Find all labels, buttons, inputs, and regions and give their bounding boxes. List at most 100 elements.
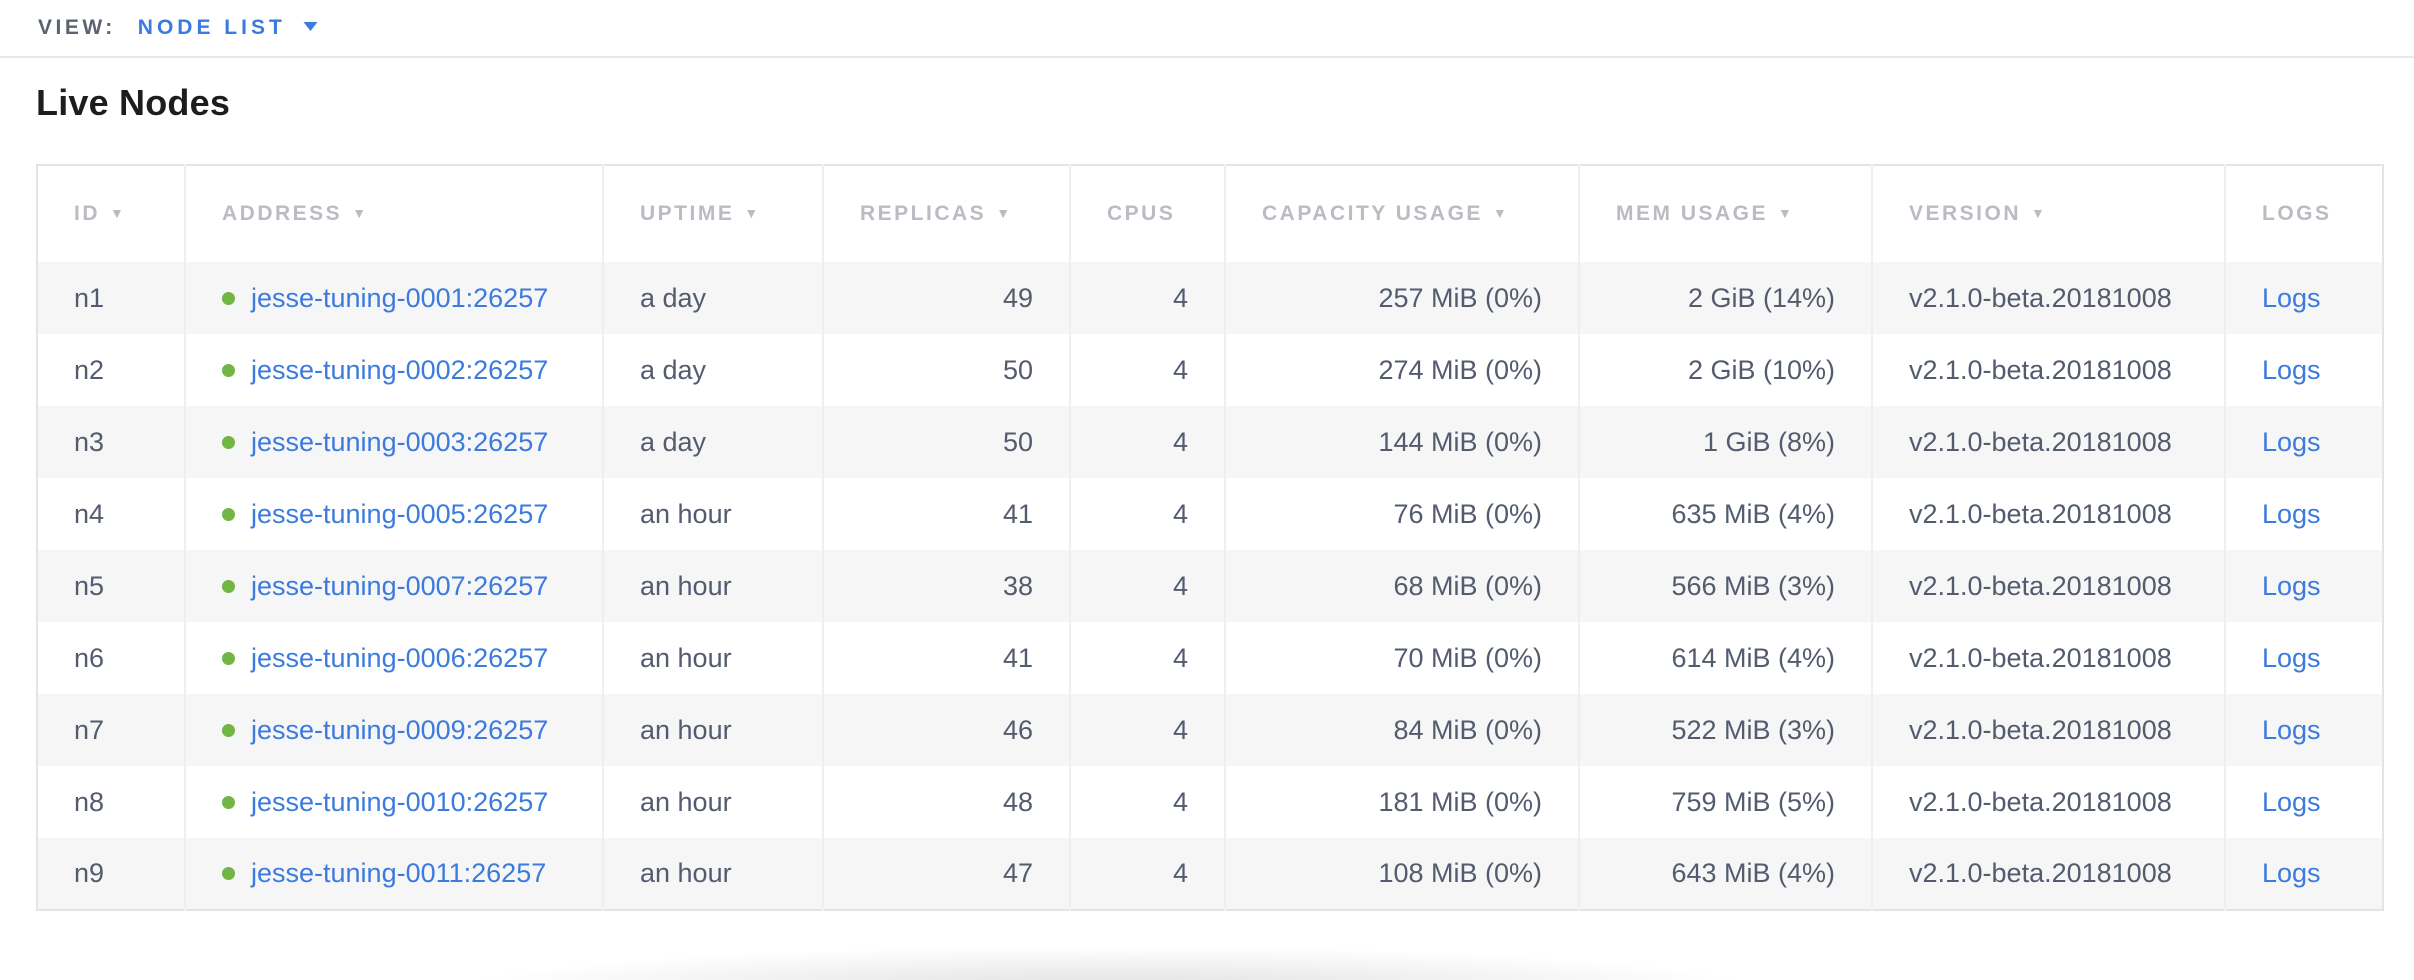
cpus-value: 4 — [1172, 282, 1188, 313]
live-nodes-table: ID ▼ ADDRESS ▼ UPTIME ▼ REPLICAS ▼ CPUS CAPACITY … — [36, 164, 2384, 911]
node-address-cell: jesse-tuning-0007:26257 — [184, 550, 603, 622]
node-address-link[interactable]: jesse-tuning-0007:26257 — [251, 570, 549, 601]
node-address-link[interactable]: jesse-tuning-0003:26257 — [251, 426, 549, 457]
node-row: n8 jesse-tuning-0010:26257 an hour 48 4 181 M… — [37, 766, 2383, 838]
node-logs-cell: Logs — [2224, 478, 2383, 550]
node-capacity-cell: 108 MiB (0%) — [1224, 838, 1579, 910]
id-value: n3 — [74, 426, 105, 457]
view-label: VIEW: — [38, 16, 116, 39]
node-id-cell: n5 — [37, 550, 185, 622]
column-label: ID — [74, 202, 100, 225]
node-logs-link[interactable]: Logs — [2262, 858, 2321, 888]
node-version-cell: v2.1.0-beta.20181008 — [1871, 694, 2225, 766]
node-mem-cell: 2 GiB (10%) — [1578, 334, 1872, 406]
view-dropdown[interactable]: NODE LIST — [138, 16, 319, 40]
node-replicas-cell: 41 — [822, 478, 1070, 550]
node-logs-link[interactable]: Logs — [2262, 426, 2321, 457]
node-address-cell: jesse-tuning-0009:26257 — [184, 694, 603, 766]
node-version-cell: v2.1.0-beta.20181008 — [1871, 622, 2225, 694]
version-value: v2.1.0-beta.20181008 — [1909, 642, 2172, 673]
column-label: REPLICAS — [860, 202, 987, 225]
node-cpus-cell: 4 — [1069, 262, 1225, 334]
sort-desc-icon: ▼ — [352, 205, 369, 221]
column-header-uptime[interactable]: UPTIME ▼ — [602, 165, 823, 262]
sort-desc-icon: ▼ — [110, 205, 127, 221]
capacity-value: 84 MiB (0%) — [1393, 714, 1542, 745]
node-uptime-cell: an hour — [602, 550, 823, 622]
mem-value: 522 MiB (3%) — [1671, 714, 1835, 745]
version-value: v2.1.0-beta.20181008 — [1909, 714, 2172, 745]
cpus-value: 4 — [1172, 642, 1188, 673]
node-address-link[interactable]: jesse-tuning-0005:26257 — [251, 498, 549, 529]
node-address-link[interactable]: jesse-tuning-0009:26257 — [251, 714, 549, 745]
node-live-status-icon — [222, 795, 235, 809]
column-header-capacity[interactable]: CAPACITY USAGE ▼ — [1224, 165, 1579, 262]
node-mem-cell: 614 MiB (4%) — [1578, 622, 1872, 694]
node-logs-link[interactable]: Logs — [2262, 498, 2321, 529]
column-header-logs: LOGS — [2224, 165, 2383, 262]
column-header-replicas[interactable]: REPLICAS ▼ — [822, 165, 1070, 262]
node-row: n3 jesse-tuning-0003:26257 a day 50 4 144 MiB… — [37, 406, 2383, 478]
cpus-value: 4 — [1172, 714, 1188, 745]
node-address-link[interactable]: jesse-tuning-0002:26257 — [251, 354, 549, 385]
node-address-link[interactable]: jesse-tuning-0001:26257 — [251, 282, 549, 313]
uptime-value: an hour — [640, 498, 732, 529]
column-header-cpus: CPUS — [1069, 165, 1225, 262]
node-logs-link[interactable]: Logs — [2262, 642, 2321, 673]
sort-desc-icon: ▼ — [996, 205, 1013, 221]
node-live-status-icon — [222, 867, 235, 880]
mem-value: 614 MiB (4%) — [1671, 642, 1835, 673]
node-row: n9 jesse-tuning-0011:26257 an hour 47 4 108 M… — [37, 838, 2383, 910]
node-logs-link[interactable]: Logs — [2262, 570, 2321, 601]
node-address-cell: jesse-tuning-0001:26257 — [184, 262, 603, 334]
column-header-version[interactable]: VERSION ▼ — [1871, 165, 2225, 262]
node-logs-link[interactable]: Logs — [2262, 282, 2321, 313]
cpus-value: 4 — [1172, 498, 1188, 529]
uptime-value: a day — [640, 354, 707, 385]
replicas-value: 48 — [1002, 786, 1033, 817]
node-capacity-cell: 76 MiB (0%) — [1224, 478, 1579, 550]
node-address-link[interactable]: jesse-tuning-0011:26257 — [251, 858, 547, 888]
node-row: n1 jesse-tuning-0001:26257 a day 49 4 257 MiB… — [37, 262, 2383, 334]
uptime-value: a day — [640, 426, 707, 457]
next-section-shadow — [190, 916, 2030, 980]
replicas-value: 46 — [1002, 714, 1033, 745]
node-replicas-cell: 41 — [822, 622, 1070, 694]
node-id-cell: n7 — [37, 694, 185, 766]
column-header-id[interactable]: ID ▼ — [37, 165, 185, 262]
node-address-link[interactable]: jesse-tuning-0006:26257 — [251, 642, 549, 673]
node-live-status-icon — [222, 363, 235, 377]
node-logs-cell: Logs — [2224, 838, 2383, 910]
node-replicas-cell: 46 — [822, 694, 1070, 766]
node-replicas-cell: 47 — [822, 838, 1070, 910]
node-logs-link[interactable]: Logs — [2262, 714, 2321, 745]
node-address-link[interactable]: jesse-tuning-0010:26257 — [251, 786, 549, 817]
node-replicas-cell: 49 — [822, 262, 1070, 334]
node-version-cell: v2.1.0-beta.20181008 — [1871, 550, 2225, 622]
node-mem-cell: 643 MiB (4%) — [1578, 838, 1872, 910]
cpus-value: 4 — [1172, 786, 1188, 817]
capacity-value: 144 MiB (0%) — [1378, 426, 1542, 457]
table-header-row: ID ▼ ADDRESS ▼ UPTIME ▼ REPLICAS ▼ CPUS CAPACITY … — [37, 165, 2383, 262]
uptime-value: an hour — [640, 642, 732, 673]
node-mem-cell: 635 MiB (4%) — [1578, 478, 1872, 550]
uptime-value: an hour — [640, 786, 732, 817]
version-value: v2.1.0-beta.20181008 — [1909, 282, 2172, 313]
version-value: v2.1.0-beta.20181008 — [1909, 426, 2172, 457]
version-value: v2.1.0-beta.20181008 — [1909, 786, 2172, 817]
column-header-mem[interactable]: MEM USAGE ▼ — [1578, 165, 1872, 262]
cpus-value: 4 — [1172, 354, 1188, 385]
node-replicas-cell: 48 — [822, 766, 1070, 838]
node-logs-link[interactable]: Logs — [2262, 786, 2321, 817]
view-bar: VIEW: NODE LIST — [0, 0, 2414, 58]
node-mem-cell: 759 MiB (5%) — [1578, 766, 1872, 838]
replicas-value: 49 — [1002, 282, 1033, 313]
node-cpus-cell: 4 — [1069, 406, 1225, 478]
node-uptime-cell: an hour — [602, 622, 823, 694]
cpus-value: 4 — [1172, 858, 1188, 888]
node-mem-cell: 1 GiB (8%) — [1578, 406, 1872, 478]
column-label: ADDRESS — [222, 202, 343, 225]
node-replicas-cell: 38 — [822, 550, 1070, 622]
column-header-address[interactable]: ADDRESS ▼ — [184, 165, 603, 262]
node-logs-link[interactable]: Logs — [2262, 354, 2321, 385]
